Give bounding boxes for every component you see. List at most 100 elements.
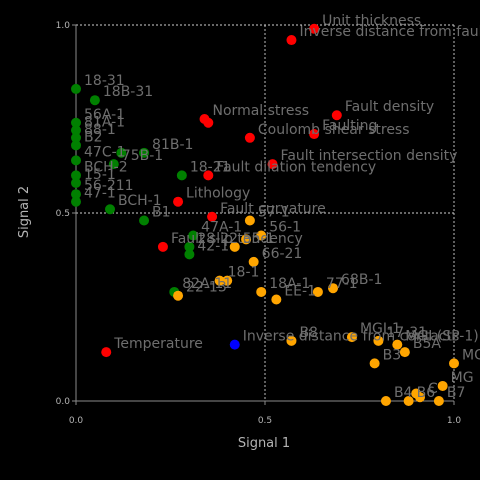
point-label: Fault dilation tendency [216, 159, 376, 175]
point-label: 18A-1 [269, 276, 310, 292]
data-point [312, 286, 323, 297]
data-point [71, 132, 81, 143]
data-point [244, 132, 255, 143]
data-point [203, 117, 214, 128]
point-label: B2 [84, 129, 103, 145]
point-label: Fault curvature [220, 201, 326, 217]
point-label: B6 [417, 385, 436, 401]
data-point [71, 83, 81, 94]
data-point [157, 241, 168, 252]
data-point [286, 335, 297, 346]
data-point [89, 95, 100, 106]
data-point [173, 196, 184, 207]
point-label: 66-21 [262, 246, 303, 262]
point-label: Fault slip tendency [171, 231, 303, 247]
point-label: Fault intersection density [281, 148, 458, 164]
data-point [173, 290, 184, 301]
point-label: MGI (SP-1) [405, 329, 478, 345]
point-label: Faulting [322, 118, 377, 134]
x-tick-label: 0.0 [69, 416, 84, 426]
point-label: Inverse distance from contacts [243, 329, 460, 345]
data-point [71, 140, 81, 151]
data-point [369, 358, 380, 369]
point-label: 75B-1 [122, 148, 163, 164]
point-label: 77-1 [326, 276, 358, 292]
data-point [256, 230, 267, 241]
point-label: B7 [447, 385, 466, 401]
point-label: 81B-1 [152, 137, 193, 153]
point-label: 81A-1 [84, 114, 125, 130]
data-point [267, 159, 278, 170]
x-axis-title: Signal 1 [238, 436, 290, 451]
point-label: BCH-1 [118, 193, 162, 209]
point-label: 56-1 [269, 220, 301, 236]
point-label: 47A-1 [201, 220, 242, 236]
data-point [108, 159, 119, 170]
data-point [286, 35, 297, 46]
point-label: B8 [299, 325, 318, 341]
point-label: 56-211 [84, 178, 134, 194]
point-label: 68B-1 [341, 272, 382, 288]
data-point [229, 241, 240, 252]
point-label: B1 [152, 205, 171, 221]
point-label: B5A [413, 336, 442, 352]
data-point [346, 332, 357, 343]
data-point [380, 396, 391, 406]
point-label: 18B-31 [103, 84, 153, 100]
y-axis-title: Signal 2 [17, 186, 32, 238]
point-label: Temperature [113, 336, 203, 352]
data-point [241, 234, 252, 245]
point-label: 42-1 [197, 238, 229, 254]
data-point [184, 249, 195, 260]
data-point [403, 396, 414, 406]
data-point [139, 147, 150, 158]
data-point [71, 170, 81, 181]
point-label: C [428, 381, 438, 397]
data-point [373, 335, 384, 346]
point-label: Unit thickness [322, 13, 421, 29]
data-point [309, 23, 320, 34]
data-point [71, 125, 81, 136]
point-label: 15-1 [84, 167, 116, 183]
data-point [101, 347, 112, 358]
point-label: 18-21 [190, 159, 231, 175]
data-point [71, 117, 81, 128]
point-label: 22-13 [186, 280, 227, 296]
point-label: 28-22 [197, 231, 238, 247]
data-point [184, 241, 195, 252]
data-point [176, 170, 187, 181]
data-point [71, 177, 81, 188]
x-tick-label: 1.0 [447, 416, 462, 426]
data-point [248, 256, 259, 267]
data-point [271, 294, 282, 305]
data-point [207, 211, 218, 222]
point-label: 47-1 [84, 186, 116, 202]
data-point [433, 396, 444, 406]
point-label: 82A-11 [182, 276, 232, 292]
data-point [71, 189, 81, 200]
point-label: Fault density [345, 99, 434, 115]
data-point [214, 275, 225, 286]
point-label: Coulomb shear stress [258, 122, 410, 138]
data-point [71, 196, 81, 207]
point-label: 18-31 [84, 73, 125, 89]
data-point [437, 380, 448, 391]
data-point [449, 358, 459, 369]
data-point [331, 110, 342, 121]
data-point [116, 147, 127, 158]
data-point [71, 155, 81, 166]
data-point [203, 170, 214, 181]
data-point [222, 275, 233, 286]
point-label: 56A-1 [84, 107, 125, 123]
point-label: BCH-2 [84, 159, 128, 175]
point-label: Inverse distance from faults [299, 24, 480, 40]
data-point [256, 286, 267, 297]
data-point [244, 215, 255, 226]
point-label: B3 [383, 347, 402, 363]
y-tick-label: 0.5 [56, 209, 70, 219]
y-tick-label: 1.0 [56, 21, 71, 31]
data-point [328, 283, 339, 294]
points-layer [71, 23, 459, 406]
